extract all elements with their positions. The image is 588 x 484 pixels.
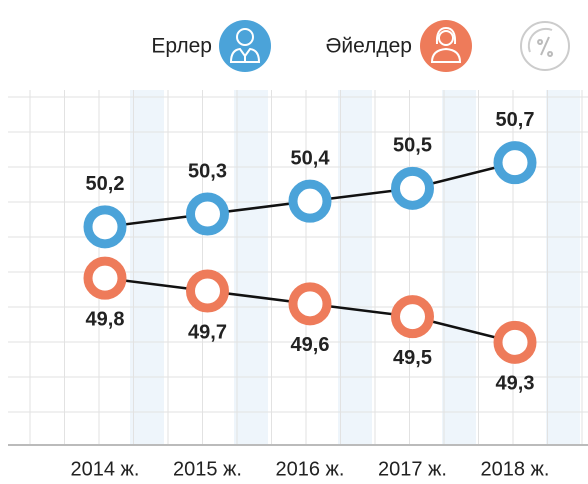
x-tick-label: 2018 ж.: [481, 458, 550, 480]
x-tick-label: 2016 ж.: [276, 458, 345, 480]
data-label: 50,5: [393, 135, 432, 157]
x-tick-label: 2014 ж.: [71, 458, 140, 480]
point: [391, 166, 434, 210]
point: [186, 269, 229, 313]
percent-icon-sign: [537, 36, 554, 57]
point: [83, 256, 127, 300]
data-label: 50,3: [188, 160, 227, 182]
stripe: [338, 90, 372, 445]
legend: Ерлер Әйелдер: [151, 20, 570, 72]
background-grid: [8, 90, 588, 446]
legend-label: Әйелдер: [326, 35, 412, 58]
stripe: [234, 90, 268, 445]
stripe: [546, 90, 580, 445]
stripe: [442, 90, 476, 445]
x-tick-label: 2015 ж.: [173, 458, 242, 480]
point: [288, 282, 332, 326]
point: [391, 295, 434, 339]
plot: 2014 ж. 2015 ж. 2016 ж. 2017 ж. 2018 ж. 50,2 5…: [71, 109, 550, 480]
legend-label: Ерлер: [151, 35, 212, 58]
data-label: 49,3: [496, 373, 535, 395]
point: [493, 320, 537, 364]
data-label: 49,6: [291, 334, 330, 356]
point: [83, 205, 127, 249]
man-icon: [229, 28, 261, 63]
data-label: 49,8: [86, 308, 125, 330]
percent-icon-arc: [527, 27, 553, 53]
woman-icon: [430, 26, 462, 63]
data-label: 50,7: [496, 109, 535, 131]
point: [186, 192, 229, 236]
point: [493, 141, 537, 185]
data-label: 49,7: [188, 321, 227, 343]
data-label: 50,2: [86, 173, 125, 195]
x-tick-label: 2017 ж.: [378, 458, 447, 480]
data-label: 50,4: [291, 147, 331, 169]
data-label: 49,5: [393, 347, 432, 369]
stripe: [130, 90, 164, 445]
point: [288, 179, 332, 223]
percent-icon[interactable]: [520, 21, 570, 71]
